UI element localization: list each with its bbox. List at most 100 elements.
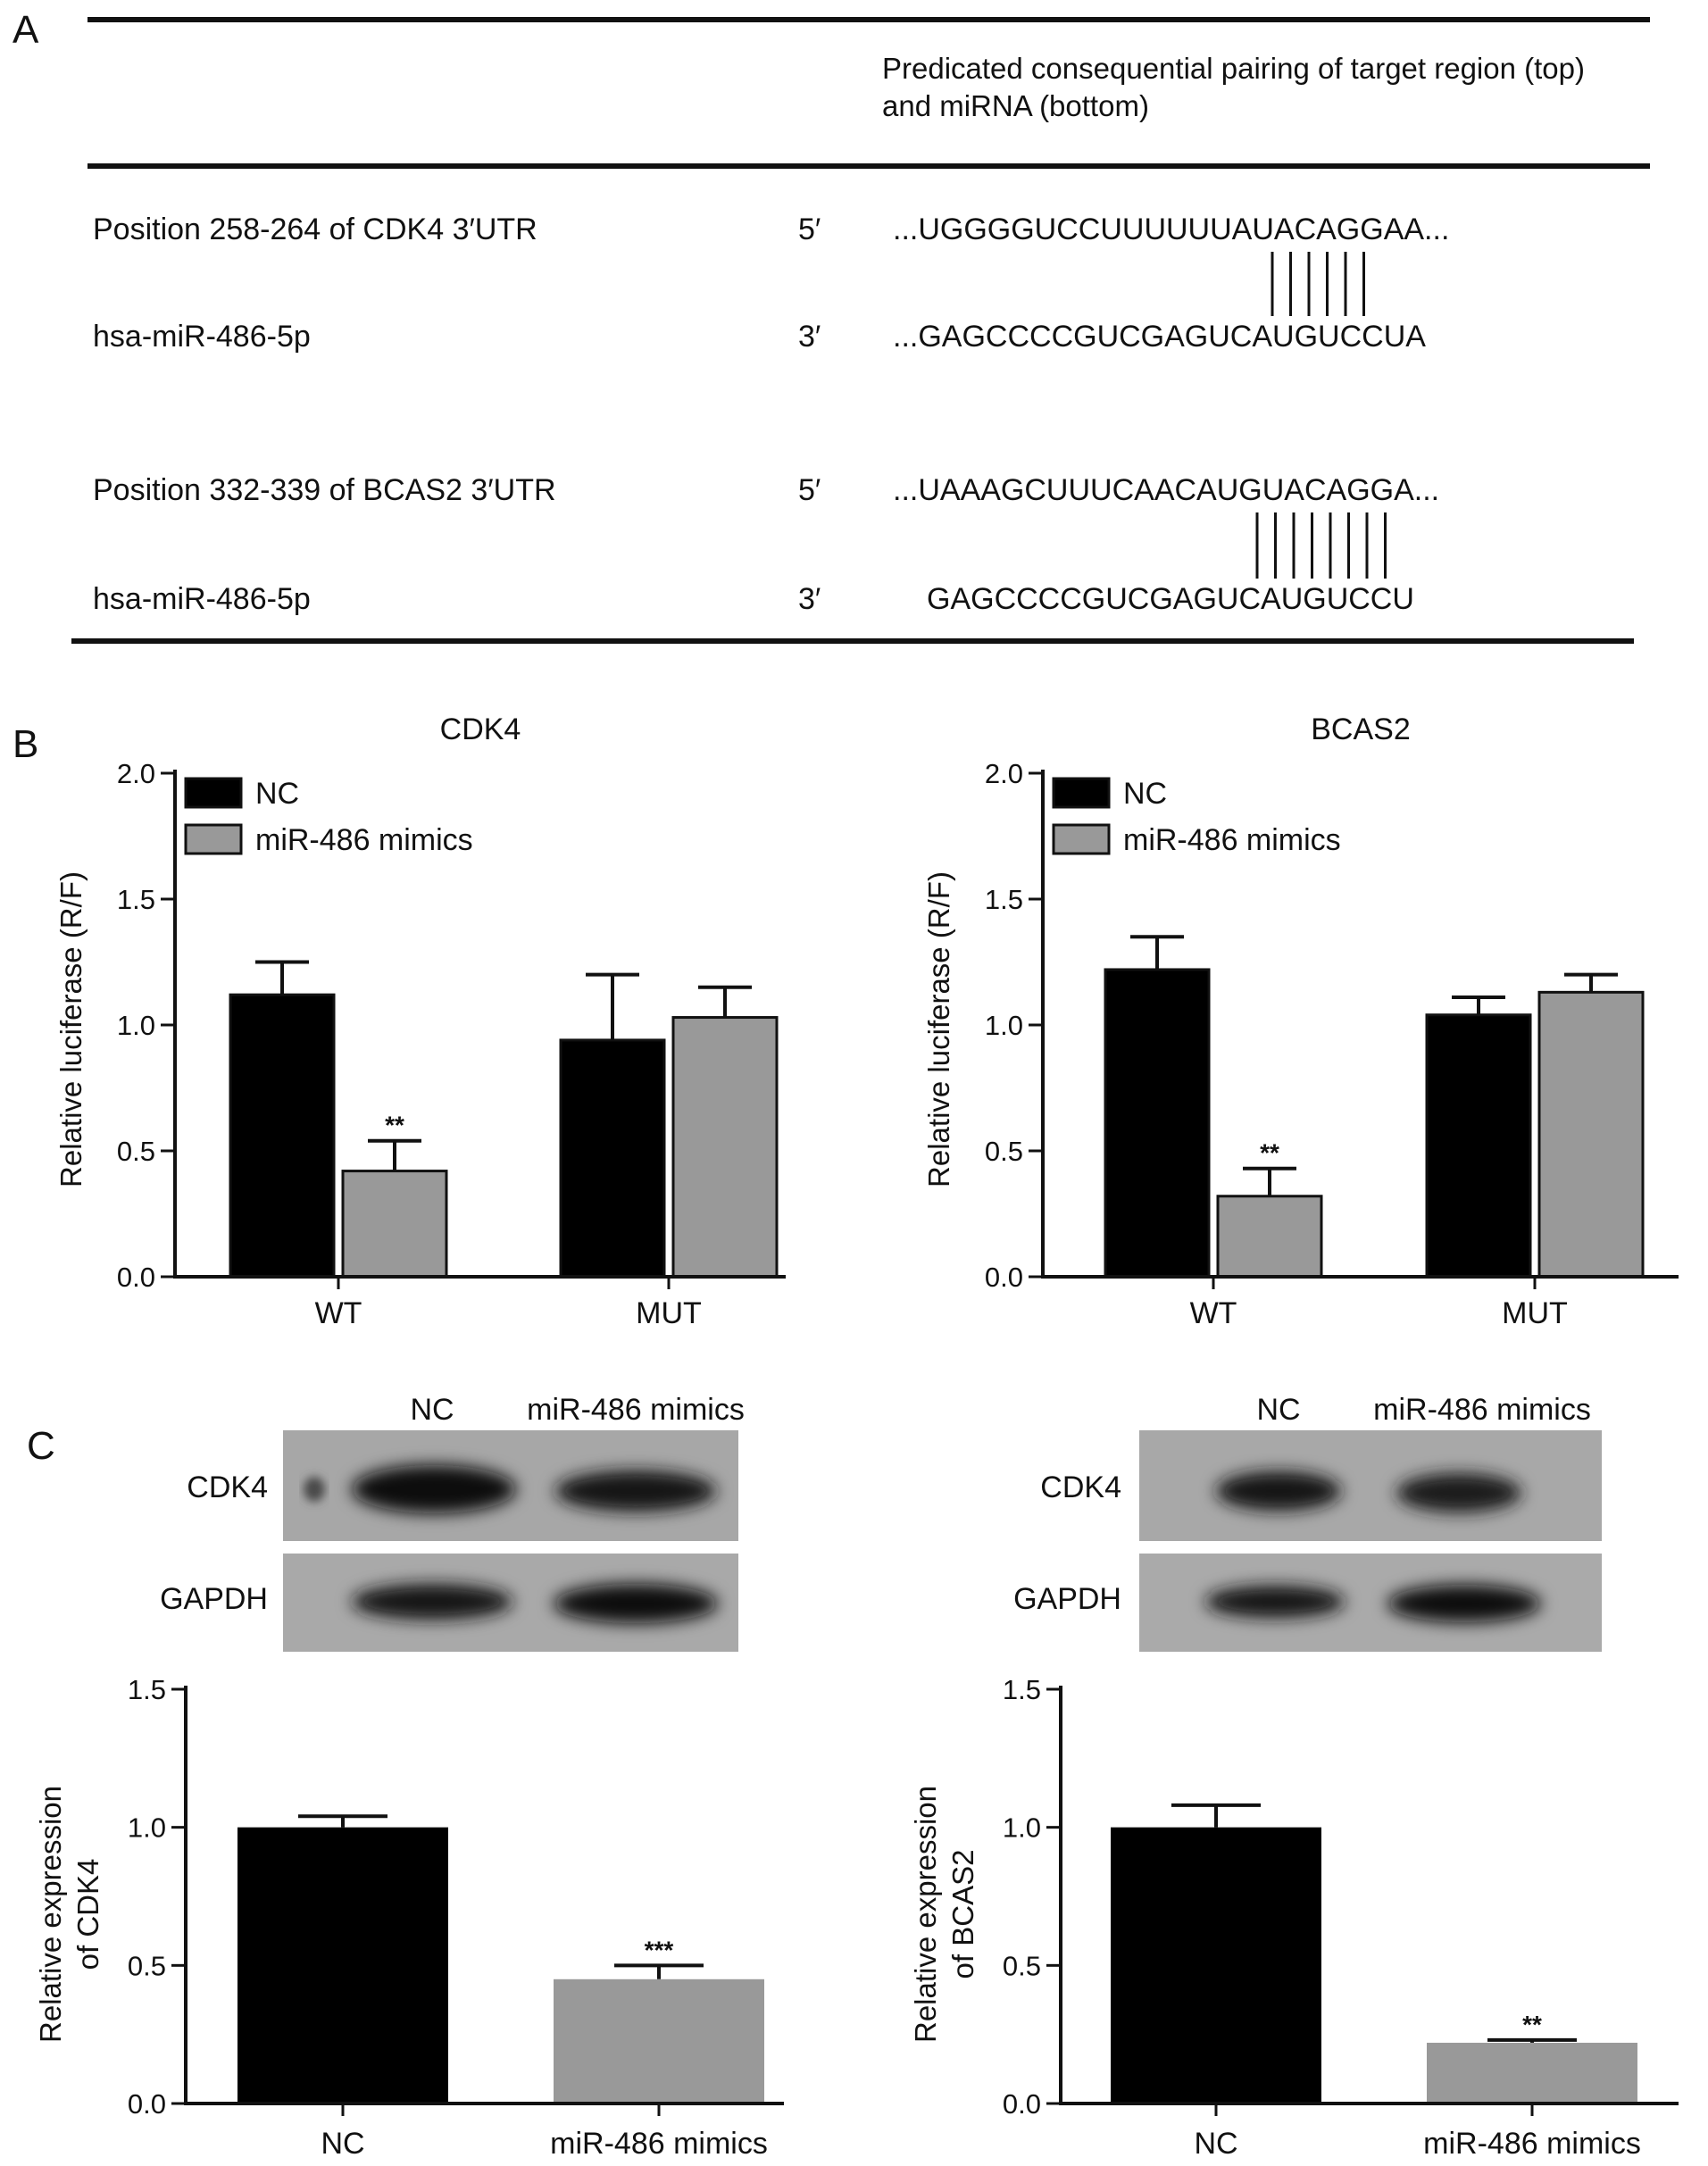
significance-marker: **	[1522, 2011, 1542, 2038]
legend-label: NC	[255, 777, 299, 811]
bar	[341, 1170, 448, 1279]
x-tick-label: MUT	[636, 1296, 702, 1330]
blot-band	[352, 1584, 512, 1620]
y-axis-title: Relative luciferase (R/F)	[922, 871, 955, 1187]
bar	[1537, 990, 1645, 1279]
y-axis-title: Relative luciferase (R/F)	[54, 871, 87, 1187]
blot-band	[1216, 1471, 1341, 1511]
significance-marker: **	[385, 1112, 404, 1139]
x-tick-label: WT	[315, 1296, 362, 1330]
western-blot-right: NC miR-486 mimics CDK4 GAPDH	[1013, 1393, 1602, 1652]
western-blot-left: NC miR-486 mimics CDK4 GAPDH	[160, 1393, 745, 1652]
x-tick-label: WT	[1190, 1296, 1237, 1330]
y-tick-label: 0.5	[128, 1950, 166, 1981]
y-tick-label: 2.0	[117, 758, 155, 789]
row-end-marker: 5′	[798, 212, 821, 246]
bar	[1216, 1195, 1323, 1279]
blot-band	[1396, 1473, 1521, 1512]
legend-label: miR-486 mimics	[1123, 823, 1341, 857]
row-label: hsa-miR-486-5p	[93, 582, 311, 616]
significance-marker: ***	[645, 1936, 674, 1963]
bar	[1427, 2042, 1637, 2104]
legend-swatch	[1052, 823, 1111, 855]
row-label: hsa-miR-486-5p	[93, 320, 311, 354]
legend-swatch	[1052, 777, 1111, 809]
blot-membrane-cdk4	[1139, 1430, 1602, 1541]
expression-chart-cdk4: 0.0 0.5 1.0 1.5 Relative expression of CDK4 NC…	[34, 1674, 784, 2161]
table-header-line-2: and miRNA (bottom)	[882, 89, 1149, 122]
row-sequence: ...UGGGGUCCUUUUUUAUACAGGAA...	[893, 212, 1449, 246]
y-tick-label: 1.5	[128, 1674, 166, 1705]
row-sequence: GAGCCCCGUCGAGUCAUGUCCU	[927, 582, 1414, 616]
y-tick-label: 1.0	[117, 1010, 155, 1041]
y-tick-label: 0.5	[985, 1136, 1023, 1167]
y-tick-label: 0.0	[128, 2088, 166, 2120]
legend-swatch	[184, 777, 243, 809]
pairing-lines-cdk4	[1271, 252, 1365, 316]
bar	[1425, 1013, 1532, 1279]
row-label: Position 332-339 of BCAS2 3′UTR	[93, 473, 556, 507]
y-tick-label: 1.0	[1003, 1812, 1041, 1844]
panel-label-b: B	[12, 722, 38, 766]
y-tick-label: 0.0	[985, 1262, 1023, 1293]
y-tick-label: 1.5	[117, 884, 155, 915]
row-end-marker: 5′	[798, 473, 821, 507]
blot-band	[304, 1477, 325, 1502]
legend-swatch	[184, 823, 243, 855]
x-tick-label: miR-486 mimics	[1423, 2127, 1641, 2161]
blot-row-label: CDK4	[1040, 1470, 1121, 1504]
panel-a: A Predicated consequential pairing of ta…	[12, 8, 1650, 644]
legend-label: miR-486 mimics	[255, 823, 473, 857]
y-tick-label: 2.0	[985, 758, 1023, 789]
row-label: Position 258-264 of CDK4 3′UTR	[93, 212, 537, 246]
luciferase-chart-cdk4: CDK4 0.0 0.5 1.0 1.5 2.0 Relative luciferase (…	[54, 712, 786, 1330]
lane-label: miR-486 mimics	[1373, 1393, 1591, 1427]
blot-band	[352, 1465, 516, 1513]
lane-label: miR-486 mimics	[527, 1393, 745, 1427]
row-end-marker: 3′	[798, 320, 821, 354]
row-sequence: ...UAAAGCUUUCAACAUGUACAGGA...	[893, 473, 1439, 507]
y-tick-label: 1.5	[1003, 1674, 1041, 1705]
table-header-line-1: Predicated consequential pairing of targ…	[882, 52, 1585, 85]
legend-label: NC	[1123, 777, 1167, 811]
blot-band	[555, 1470, 716, 1512]
bar	[559, 1038, 666, 1279]
blot-row-label: CDK4	[187, 1470, 268, 1504]
pairing-lines-bcas2	[1255, 512, 1387, 579]
blot-band	[1387, 1585, 1541, 1622]
significance-marker: **	[1260, 1139, 1279, 1167]
row-sequence: ...GAGCCCCGUCGAGUCAUGUCCUA	[893, 320, 1426, 354]
x-tick-label: NC	[321, 2127, 364, 2161]
chart-title: BCAS2	[1311, 712, 1411, 746]
x-tick-label: MUT	[1502, 1296, 1568, 1330]
luciferase-chart-bcas2: BCAS2 0.0 0.5 1.0 1.5 2.0 Relative luciferase …	[922, 712, 1679, 1330]
y-axis-title: Relative expression	[909, 1786, 942, 2043]
chart-title: CDK4	[440, 712, 521, 746]
bar	[1104, 968, 1211, 1279]
bar	[1111, 1827, 1321, 2104]
y-tick-label: 1.0	[985, 1010, 1023, 1041]
y-tick-label: 0.5	[1003, 1950, 1041, 1981]
blot-row-label: GAPDH	[160, 1582, 268, 1616]
blot-row-label: GAPDH	[1013, 1582, 1121, 1616]
y-tick-label: 0.5	[117, 1136, 155, 1167]
panel-label-a: A	[12, 8, 39, 52]
y-tick-label: 0.0	[117, 1262, 155, 1293]
y-tick-label: 1.0	[128, 1812, 166, 1844]
bar	[229, 993, 336, 1279]
blot-band	[554, 1584, 718, 1623]
panel-label-c: C	[27, 1424, 55, 1468]
x-tick-label: miR-486 mimics	[550, 2127, 768, 2161]
bar	[554, 1979, 764, 2104]
bar	[237, 1827, 448, 2104]
blot-band	[1205, 1586, 1345, 1618]
y-axis-title: of BCAS2	[946, 1850, 979, 1979]
expression-chart-bcas2: 0.0 0.5 1.0 1.5 Relative expression of BCAS2 N…	[909, 1674, 1679, 2161]
y-tick-label: 1.5	[985, 884, 1023, 915]
y-axis-title: Relative expression	[34, 1786, 67, 2043]
y-tick-label: 0.0	[1003, 2088, 1041, 2120]
x-tick-label: NC	[1194, 2127, 1237, 2161]
lane-label: NC	[1256, 1393, 1300, 1427]
y-axis-title: of CDK4	[71, 1859, 104, 1970]
